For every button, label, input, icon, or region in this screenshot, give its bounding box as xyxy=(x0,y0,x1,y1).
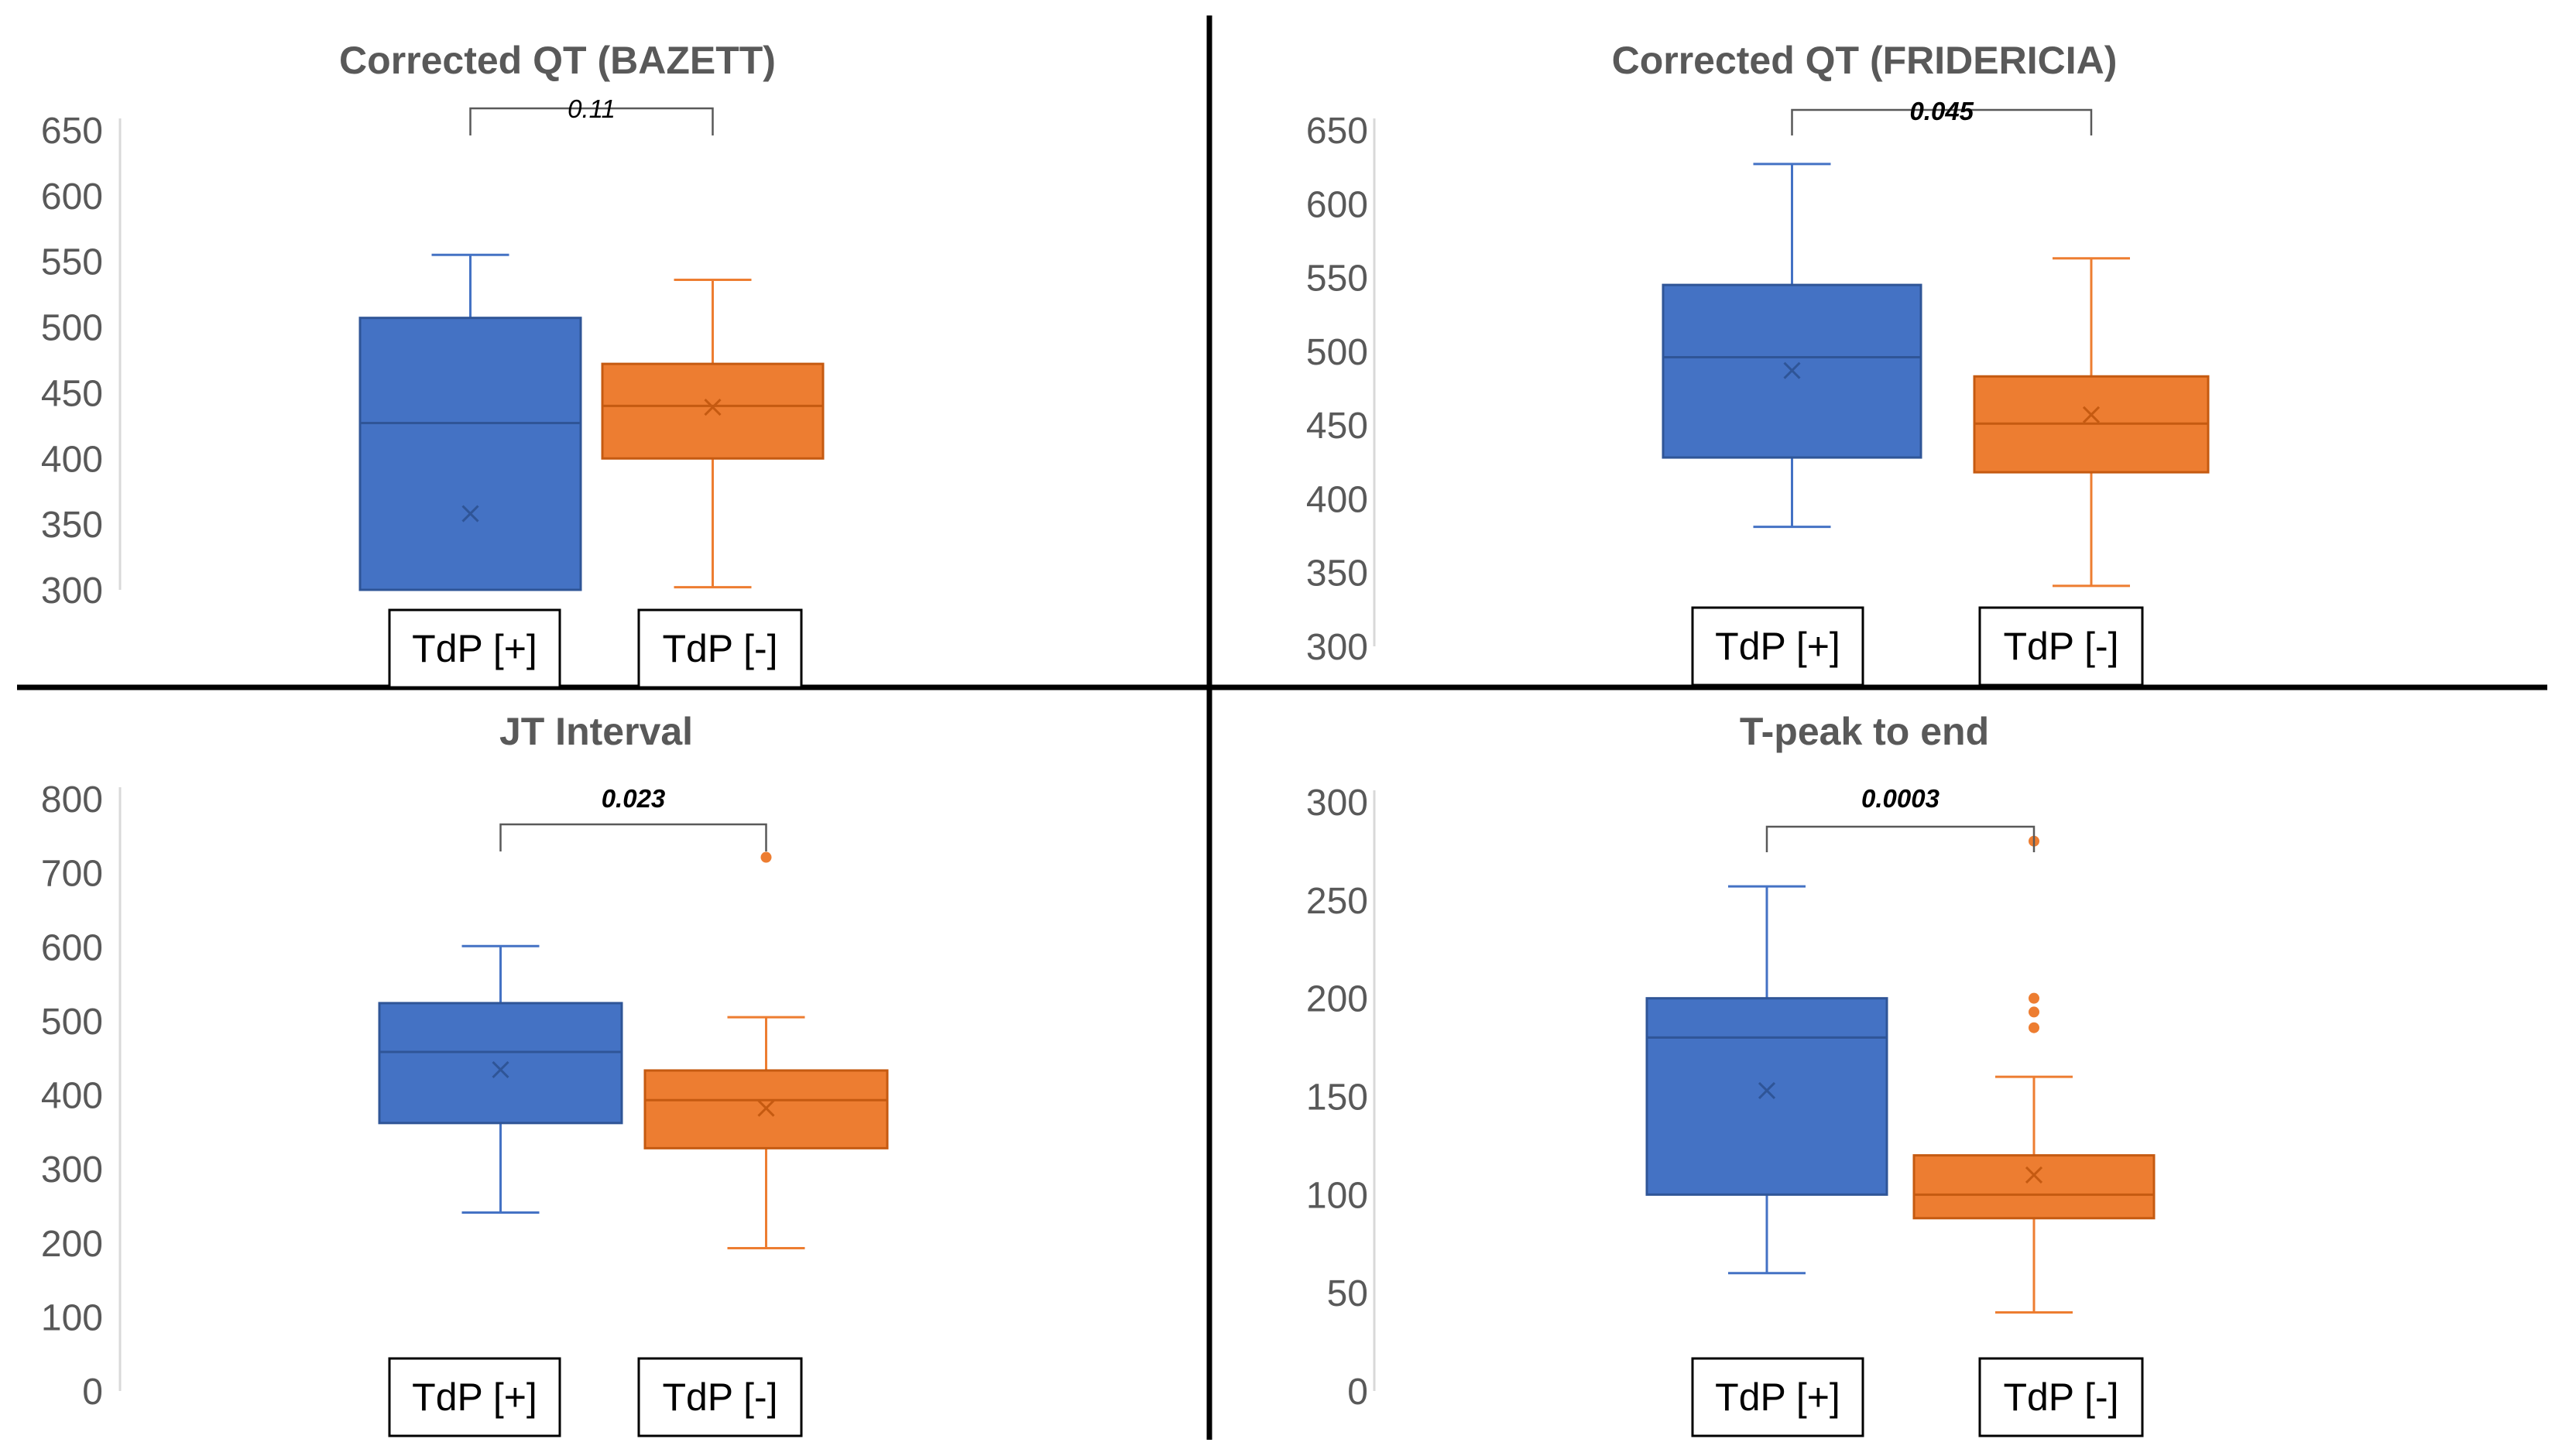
y-tick-label: 400 xyxy=(41,1076,103,1117)
y-tick-label: 450 xyxy=(1306,406,1368,447)
y-tick-label: 800 xyxy=(41,779,103,820)
box-series-tdp-negative xyxy=(643,851,889,1249)
mean-marker xyxy=(757,1099,775,1117)
category-text: TdP [-] xyxy=(2003,1375,2118,1419)
chart-panel-4: T-peak to end 0 50 100 150 200 250 300 0.0003 TdP… xyxy=(1306,710,2156,1437)
category-label-tdp-positive: TdP [+] xyxy=(1691,1357,1864,1437)
y-tick-label: 300 xyxy=(41,1149,103,1190)
iqr-box xyxy=(1912,1154,2156,1220)
outlier-point xyxy=(760,851,772,863)
iqr-box xyxy=(358,317,582,591)
y-tick-label: 600 xyxy=(1306,184,1368,225)
y-tick-label: 50 xyxy=(1327,1273,1368,1314)
y-tick-label: 150 xyxy=(1306,1077,1368,1119)
box-series-tdp-positive xyxy=(1645,885,1888,1275)
iqr-box xyxy=(1645,997,1888,1196)
mean-marker xyxy=(1758,1081,1776,1099)
iqr-box xyxy=(378,1002,623,1125)
category-label-tdp-negative: TdP [-] xyxy=(637,608,803,689)
category-label-tdp-positive: TdP [+] xyxy=(388,608,561,689)
p-value-label: 0.0003 xyxy=(1861,784,1940,813)
box-series-tdp-positive xyxy=(378,944,623,1214)
chart-title: Corrected QT (FRIDERICIA) xyxy=(1612,39,2118,82)
y-tick-label: 0 xyxy=(1347,1372,1368,1413)
mean-marker xyxy=(2082,406,2101,423)
y-tick-label: 700 xyxy=(41,854,103,895)
y-tick-label: 350 xyxy=(1306,553,1368,594)
outlier-point xyxy=(2029,1022,2039,1033)
y-tick-label: 300 xyxy=(41,570,103,612)
significance-bracket xyxy=(1791,108,2093,135)
y-tick-label: 100 xyxy=(1306,1175,1368,1216)
y-tick-label: 500 xyxy=(41,1002,103,1043)
chart-panel-1: Corrected QT (BAZETT) 300 350 400 450 500 550 6… xyxy=(41,39,825,689)
category-text: TdP [+] xyxy=(412,627,537,670)
mean-marker xyxy=(2025,1166,2043,1184)
significance-bracket xyxy=(469,107,714,135)
outlier-point xyxy=(2029,992,2039,1004)
significance-bracket xyxy=(499,823,767,851)
outlier-point xyxy=(2029,1006,2039,1018)
category-label-tdp-negative: TdP [-] xyxy=(637,1357,803,1437)
category-label-tdp-negative: TdP [-] xyxy=(1978,606,2144,687)
box-series-tdp-positive xyxy=(358,253,582,591)
category-text: TdP [+] xyxy=(412,1375,537,1419)
y-tick-label: 250 xyxy=(1306,881,1368,922)
iqr-box xyxy=(601,362,825,460)
chart-panel-3: JT Interval 0 100 200 300 400 500 600 700 800 0.02… xyxy=(41,710,889,1437)
y-tick-label: 300 xyxy=(1306,627,1368,668)
mean-marker xyxy=(461,505,479,522)
chart-title: Corrected QT (BAZETT) xyxy=(339,39,776,82)
chart-panel-2: Corrected QT (FRIDERICIA) 300 350 400 450 500… xyxy=(1306,39,2210,687)
p-value-label: 0.045 xyxy=(1909,97,1974,125)
y-tick-label: 450 xyxy=(41,373,103,414)
mean-marker xyxy=(704,399,722,416)
y-tick-label: 600 xyxy=(41,176,103,218)
y-tick-label: 500 xyxy=(41,308,103,349)
category-text: TdP [-] xyxy=(2003,625,2118,668)
y-tick-label: 350 xyxy=(41,505,103,546)
significance-bracket xyxy=(1765,825,2036,852)
y-tick-label: 0 xyxy=(82,1372,103,1413)
category-text: TdP [+] xyxy=(1715,1375,1840,1419)
chart-title: T-peak to end xyxy=(1740,710,1989,753)
p-value-label: 0.023 xyxy=(602,784,666,813)
category-text: TdP [+] xyxy=(1715,625,1840,668)
y-tick-label: 550 xyxy=(41,242,103,283)
box-series-tdp-positive xyxy=(1662,163,1922,529)
category-text: TdP [-] xyxy=(662,1375,777,1419)
box-series-tdp-negative xyxy=(1912,835,2156,1314)
category-text: TdP [-] xyxy=(662,627,777,670)
mean-marker xyxy=(492,1060,509,1079)
box-series-tdp-negative xyxy=(601,278,825,589)
category-label-tdp-positive: TdP [+] xyxy=(388,1357,561,1437)
y-tick-label: 650 xyxy=(1306,111,1368,152)
y-tick-label: 600 xyxy=(41,927,103,968)
box-series-tdp-negative xyxy=(1973,257,2210,588)
y-tick-label: 500 xyxy=(1306,332,1368,373)
category-label-tdp-positive: TdP [+] xyxy=(1691,606,1864,687)
chart-title: JT Interval xyxy=(499,710,693,753)
y-tick-label: 650 xyxy=(41,111,103,152)
y-tick-label: 400 xyxy=(41,439,103,480)
p-value-label: 0.11 xyxy=(568,94,616,123)
y-tick-label: 100 xyxy=(41,1297,103,1338)
category-label-tdp-negative: TdP [-] xyxy=(1978,1357,2144,1437)
y-tick-label: 550 xyxy=(1306,259,1368,300)
y-tick-label: 200 xyxy=(1306,979,1368,1020)
y-tick-label: 300 xyxy=(1306,783,1368,824)
y-tick-label: 400 xyxy=(1306,479,1368,520)
y-tick-label: 200 xyxy=(41,1224,103,1265)
mean-marker xyxy=(1783,361,1801,379)
